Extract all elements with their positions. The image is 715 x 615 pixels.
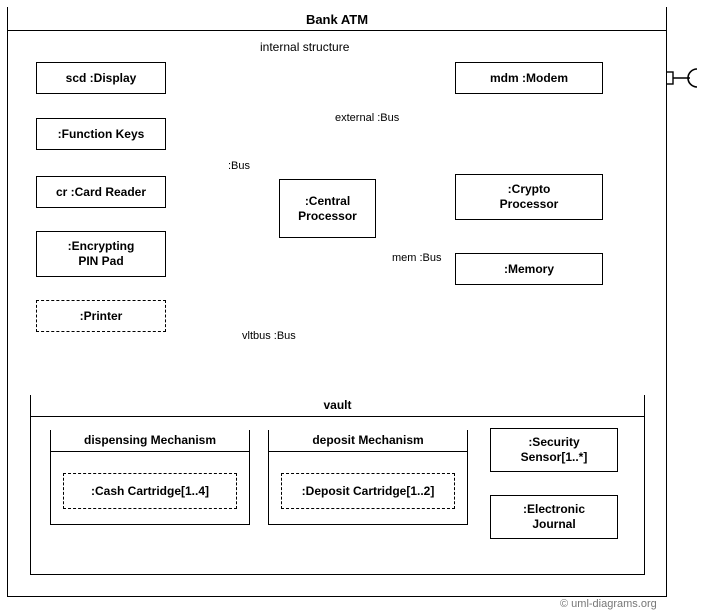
vault-title: vault	[30, 395, 645, 417]
bank-atm-title: Bank ATM	[7, 7, 667, 31]
crypto-part: :CryptoProcessor	[455, 174, 603, 220]
bus-label: :Bus	[228, 160, 250, 172]
printer-part: :Printer	[36, 300, 166, 332]
ejournal-part: :ElectronicJournal	[490, 495, 618, 539]
dispensing-mechanism-title: dispensing Mechanism	[50, 430, 250, 452]
pinpad-part: :EncryptingPIN Pad	[36, 231, 166, 277]
cardreader-part: cr :Card Reader	[36, 176, 166, 208]
central-processor-part: :CentralProcessor	[279, 179, 376, 238]
bus-label: external :Bus	[335, 112, 399, 124]
internal-structure-label: internal structure	[260, 40, 349, 54]
copyright-label: © uml-diagrams.org	[560, 598, 657, 610]
display-part: scd :Display	[36, 62, 166, 94]
modem-part: mdm :Modem	[455, 62, 603, 94]
bus-label: vltbus :Bus	[242, 330, 296, 342]
deposit-cartridge-part: :Deposit Cartridge[1..2]	[281, 473, 455, 509]
deposit-mechanism-title: deposit Mechanism	[268, 430, 468, 452]
memory-part: :Memory	[455, 253, 603, 285]
cash-cartridge-part: :Cash Cartridge[1..4]	[63, 473, 237, 509]
bus-label: mem :Bus	[392, 252, 442, 264]
security-part: :SecuritySensor[1..*]	[490, 428, 618, 472]
fnkeys-part: :Function Keys	[36, 118, 166, 150]
